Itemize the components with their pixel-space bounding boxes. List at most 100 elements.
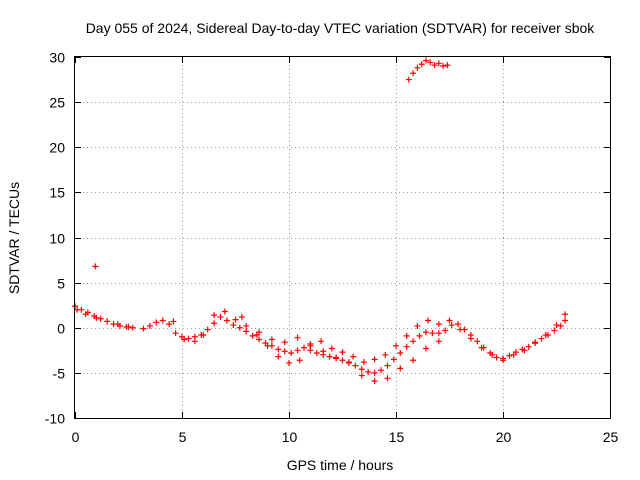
data-point <box>129 324 136 331</box>
data-point <box>256 336 263 343</box>
data-point <box>378 367 385 374</box>
data-point <box>318 338 325 345</box>
data-point <box>114 321 121 328</box>
data-point <box>333 354 340 361</box>
series <box>256 329 442 384</box>
y-tick-label: 25 <box>49 95 65 111</box>
y-axis-label: SDTVAR / TECUs <box>6 182 22 294</box>
data-point <box>474 338 481 345</box>
data-point <box>243 328 250 335</box>
data-point <box>455 321 462 328</box>
data-point <box>410 357 417 364</box>
data-point <box>562 311 569 318</box>
data-point <box>300 344 307 351</box>
data-point <box>230 322 237 329</box>
data-point <box>397 350 404 357</box>
data-point <box>521 347 528 354</box>
data-point <box>200 331 207 338</box>
data-point <box>416 332 423 339</box>
data-point <box>431 62 438 69</box>
data-point <box>444 62 451 69</box>
series <box>72 303 569 376</box>
data-point <box>92 263 99 270</box>
data-point <box>365 368 372 375</box>
y-tick-label: 30 <box>49 50 65 66</box>
data-point <box>500 357 506 364</box>
y-tick-label: 20 <box>49 140 65 156</box>
data-point <box>557 322 564 329</box>
data-point <box>256 329 263 336</box>
y-tick-label: -5 <box>53 366 66 382</box>
data-point <box>313 350 320 357</box>
data-point <box>93 314 100 321</box>
data-point <box>371 356 378 363</box>
data-point <box>446 317 453 324</box>
data-point <box>288 350 295 357</box>
data-point <box>427 59 434 66</box>
data-point <box>506 352 513 359</box>
data-point <box>281 339 288 346</box>
data-point <box>435 338 442 345</box>
data-point <box>249 332 256 339</box>
data-point <box>275 346 282 353</box>
data-point <box>403 343 410 350</box>
data-point <box>425 317 432 324</box>
data-point <box>448 322 455 329</box>
series <box>92 57 451 320</box>
data-point <box>382 351 389 358</box>
data-point <box>223 317 230 324</box>
data-point <box>493 354 500 361</box>
data-point <box>403 332 410 339</box>
data-point <box>104 318 111 325</box>
data-point <box>217 313 224 320</box>
data-point <box>457 326 464 333</box>
data-point <box>410 70 417 77</box>
data-point <box>532 339 539 346</box>
y-tick-label: 10 <box>49 231 65 247</box>
data-point <box>478 344 485 351</box>
data-point <box>146 322 153 329</box>
data-point <box>553 322 560 329</box>
data-point <box>191 338 198 345</box>
data-point <box>538 335 545 342</box>
data-point <box>328 345 335 352</box>
data-point <box>268 336 275 343</box>
data-point <box>294 347 301 354</box>
data-point <box>418 61 425 68</box>
x-tick-label: 0 <box>72 429 80 445</box>
x-tick-label: 20 <box>496 429 512 445</box>
x-axis-label: GPS time / hours <box>287 457 394 473</box>
data-point <box>440 63 447 70</box>
x-tick-label: 10 <box>282 429 298 445</box>
data-point <box>371 377 378 384</box>
x-tick-labels: 0 5 10 15 20 25 <box>72 429 619 445</box>
data-point <box>393 342 399 349</box>
x-tick-label: 15 <box>389 429 405 445</box>
data-point <box>275 353 282 360</box>
data-points <box>72 57 569 384</box>
data-point <box>390 356 397 363</box>
data-point <box>397 365 404 372</box>
data-point <box>296 357 303 364</box>
data-point <box>74 306 81 313</box>
data-point <box>307 340 314 347</box>
data-point <box>140 325 147 332</box>
y-tick-label: 0 <box>57 321 65 337</box>
data-point <box>211 312 218 319</box>
data-point <box>181 336 188 343</box>
data-point <box>358 372 365 379</box>
data-point <box>185 335 192 342</box>
data-point <box>410 338 417 345</box>
data-point <box>384 362 391 369</box>
data-point <box>371 369 378 376</box>
data-point <box>542 331 549 338</box>
y-tick-labels: -10 -5 0 5 10 15 20 25 30 <box>45 50 65 427</box>
data-point <box>264 342 271 349</box>
data-point <box>238 313 245 320</box>
data-point <box>204 326 211 333</box>
data-point <box>221 308 228 315</box>
data-point <box>510 351 517 358</box>
data-point <box>125 323 132 330</box>
data-point <box>166 321 173 328</box>
